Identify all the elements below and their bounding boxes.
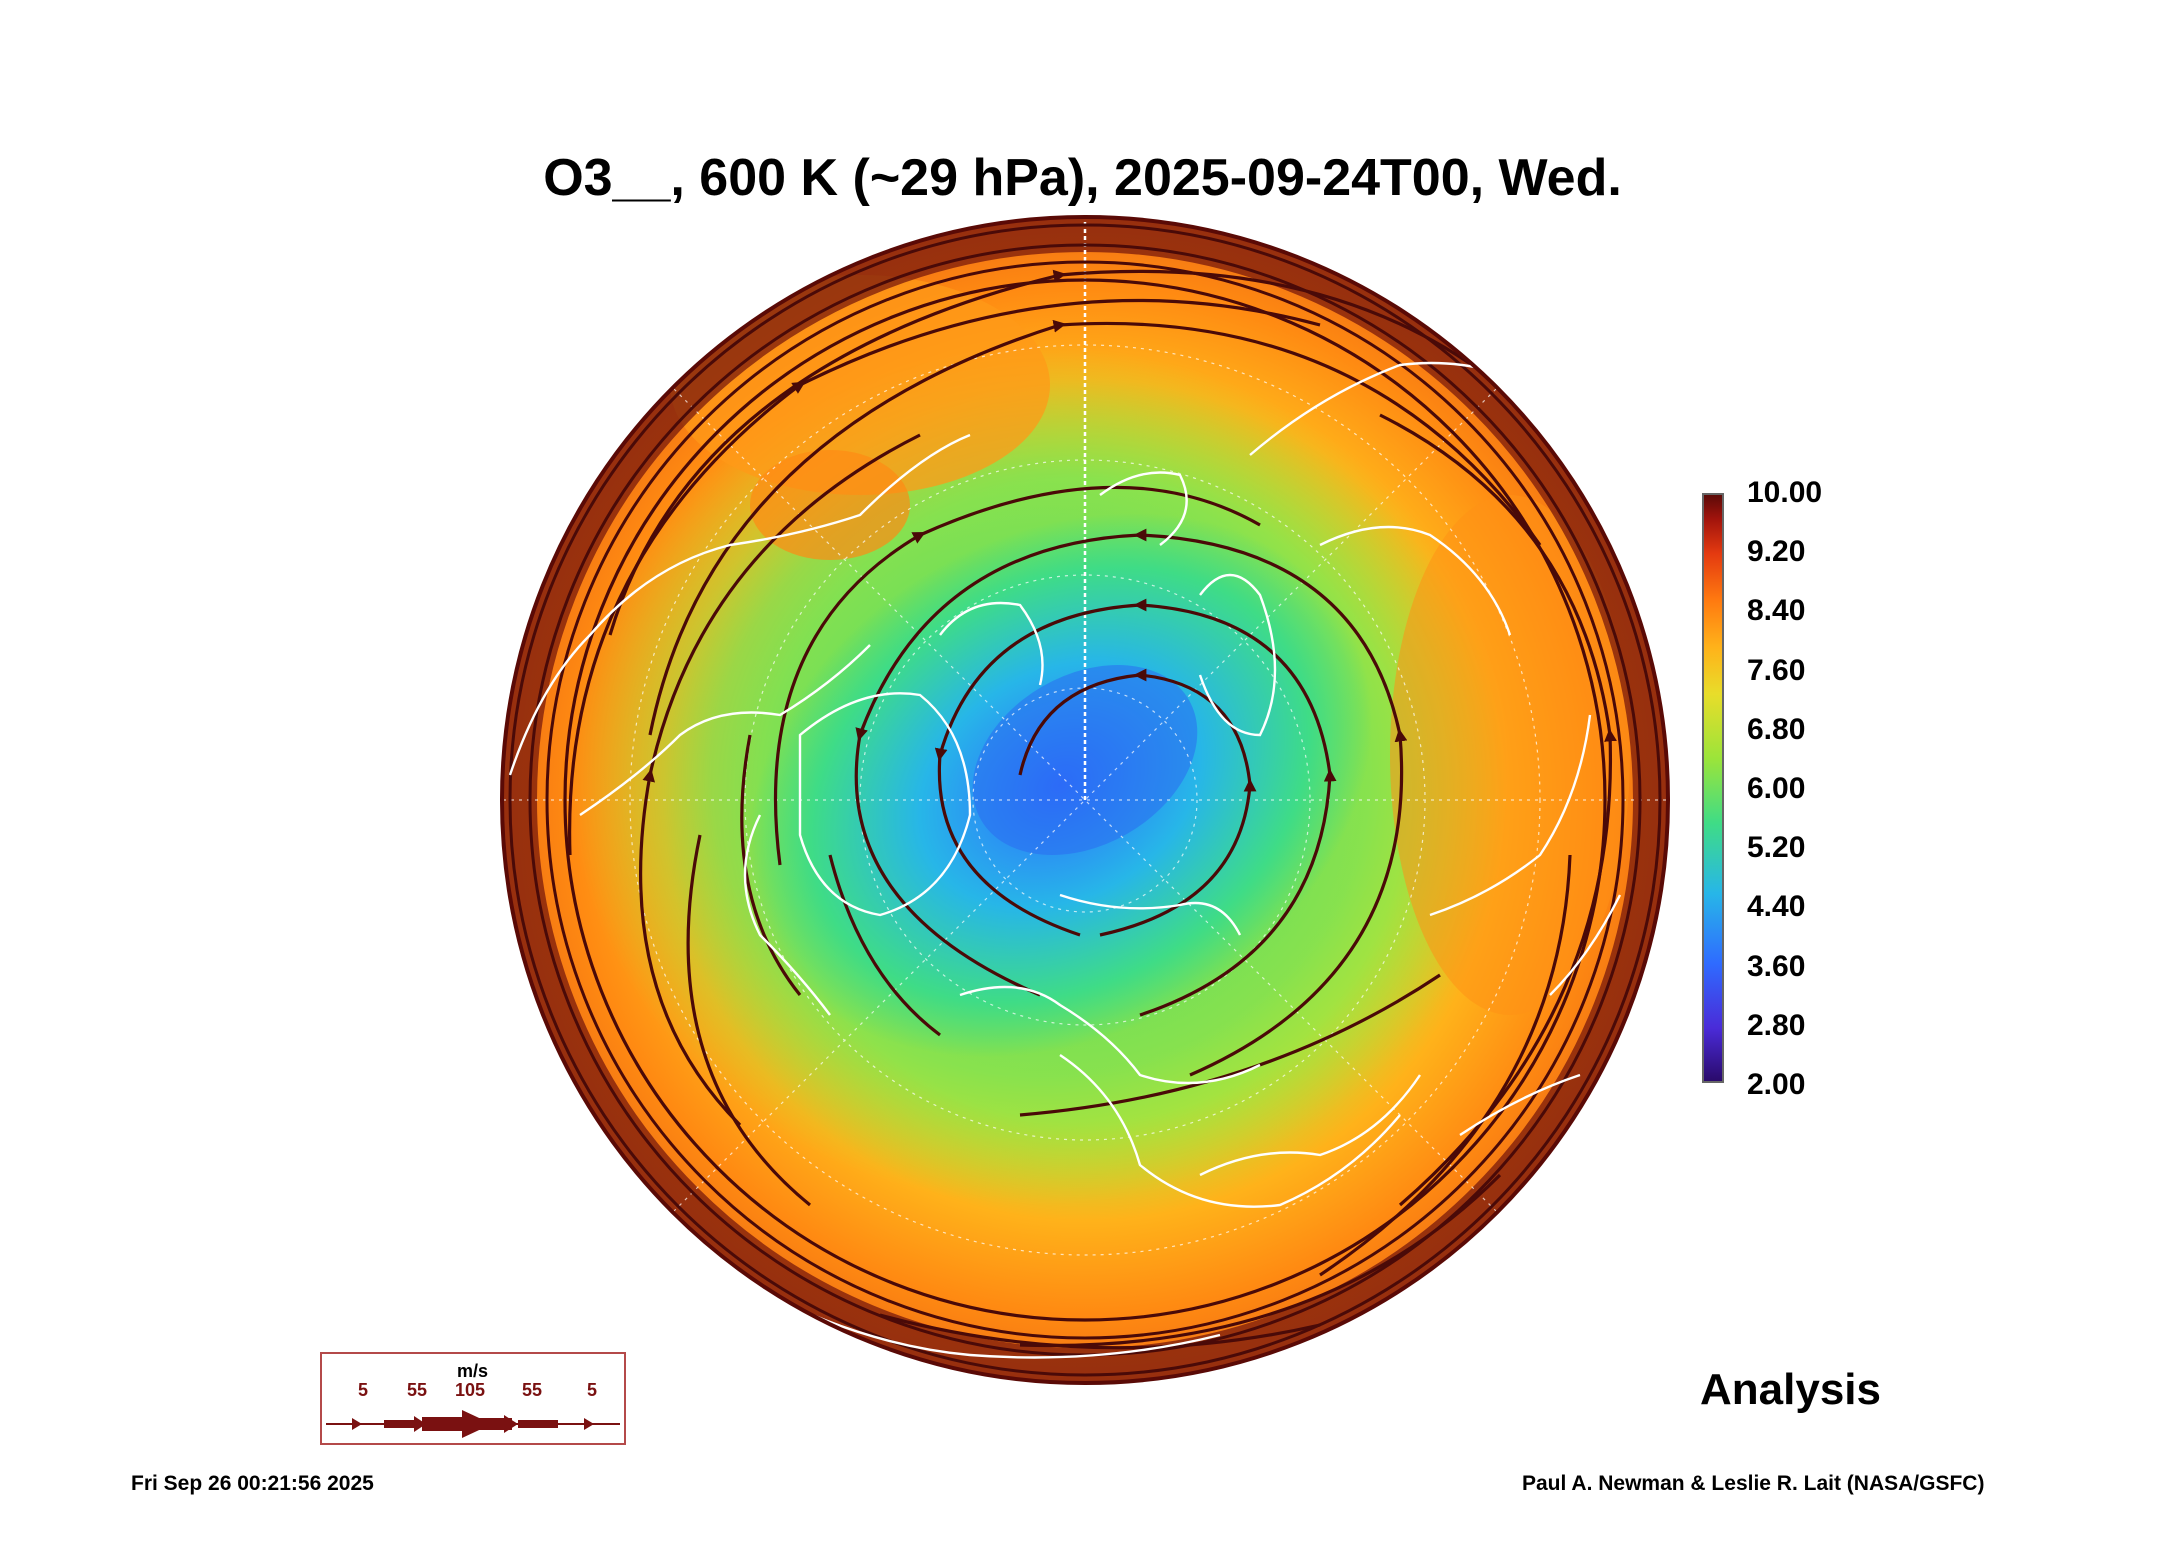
colorbar-tick-label: 10.00 <box>1747 476 1823 509</box>
wind-label: 5 <box>358 1380 369 1400</box>
analysis-label: Analysis <box>1700 1365 1881 1414</box>
colorbar-tick-label: 8.40 <box>1747 594 1806 628</box>
colorbar <box>1702 493 1724 1083</box>
colorbar-tick-label: 3.60 <box>1747 949 1806 983</box>
credits: Paul A. Newman & Leslie R. Lait (NASA/GS… <box>1522 1472 1985 1495</box>
colorbar-tick-label: 9.20 <box>1747 535 1806 569</box>
wind-unit-label: m/s <box>457 1361 489 1381</box>
timestamp: Fri Sep 26 00:21:56 2025 <box>131 1472 374 1495</box>
colorbar-tick-label: 6.80 <box>1747 712 1806 746</box>
colorbar-tick-label: 5.20 <box>1747 831 1806 865</box>
wind-label: 55 <box>407 1380 428 1400</box>
polar-ozone-map <box>500 215 1670 1385</box>
wind-streamlines <box>508 223 1662 1377</box>
wind-label: 5 <box>587 1380 598 1400</box>
colorbar-tick-label: 2.80 <box>1747 1008 1806 1042</box>
colorbar-tick-label: 6.00 <box>1747 772 1806 805</box>
wind-label: 105 <box>455 1380 486 1400</box>
wind-label: 55 <box>522 1380 543 1400</box>
colorbar-tick-label: 4.40 <box>1747 890 1806 924</box>
plot-title: O3__, 600 K (~29 hPa), 2025-09-24T00, We… <box>543 149 1622 207</box>
wind-speed-legend: m/s 5 55 105 55 5 <box>320 1352 626 1445</box>
wind-legend-arrow <box>326 1410 620 1438</box>
colorbar-tick-label: 2.00 <box>1747 1068 1806 1101</box>
map-boundary <box>500 215 1670 1385</box>
colorbar-tick-label: 7.60 <box>1747 653 1806 687</box>
